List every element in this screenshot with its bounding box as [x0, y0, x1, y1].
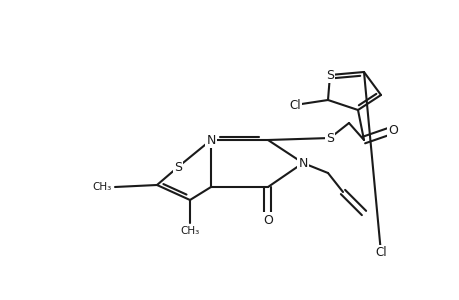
Text: O: O [387, 124, 397, 136]
Text: Cl: Cl [289, 98, 300, 112]
Text: S: S [325, 68, 333, 82]
Text: O: O [263, 214, 272, 226]
Text: N: N [206, 134, 215, 146]
Text: CH₃: CH₃ [180, 226, 199, 236]
Text: N: N [298, 157, 307, 169]
Text: S: S [174, 160, 182, 173]
Text: CH₃: CH₃ [93, 182, 112, 192]
Text: Cl: Cl [375, 247, 386, 260]
Text: S: S [325, 131, 333, 145]
